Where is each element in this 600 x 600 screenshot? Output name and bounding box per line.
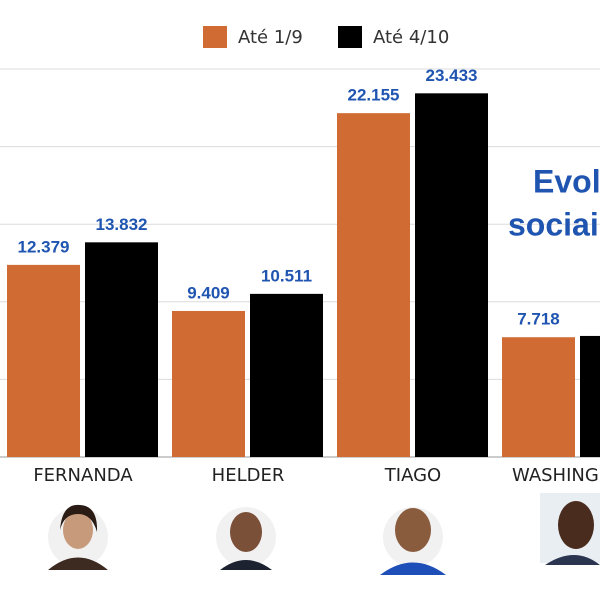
data-label: 10.511 — [261, 266, 312, 285]
bar — [502, 337, 575, 457]
data-label: 22.155 — [348, 86, 400, 105]
legend-label: Até 4/10 — [373, 27, 449, 48]
bar — [172, 310, 245, 457]
legend-label: Até 1/9 — [238, 27, 303, 48]
bar — [415, 93, 488, 458]
portrait — [380, 507, 446, 575]
data-label: 12.379 — [18, 237, 70, 256]
data-label: 13.832 — [96, 215, 148, 234]
bar — [7, 264, 80, 457]
bar — [337, 113, 410, 457]
portraits — [48, 493, 600, 575]
x-tick-label: HELDER — [212, 465, 285, 486]
legend-swatch — [203, 26, 227, 48]
x-tick-label: TIAGO — [384, 465, 441, 486]
bar — [85, 242, 158, 457]
portrait — [216, 507, 276, 570]
data-label: 23.433 — [426, 66, 478, 85]
x-tick-label: WASHING — [512, 465, 599, 486]
chart-title: Evolu — [533, 163, 600, 199]
legend-swatch — [338, 26, 362, 48]
portrait — [540, 493, 600, 565]
portrait — [48, 504, 108, 570]
chart-title: sociais — [508, 206, 600, 242]
bar — [250, 293, 323, 457]
x-tick-label: FERNANDA — [33, 465, 133, 486]
data-label: 9.409 — [187, 283, 230, 302]
data-label: 7.718 — [517, 310, 560, 329]
bar — [580, 335, 600, 457]
